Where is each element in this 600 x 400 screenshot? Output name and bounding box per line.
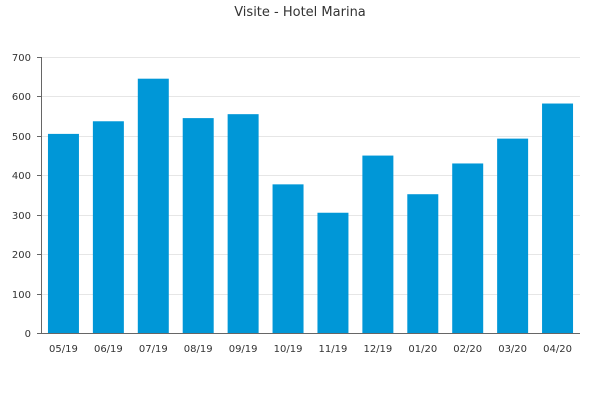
axes [37, 57, 580, 334]
x-tick-label: 03/20 [498, 344, 527, 355]
bar-07-19 [137, 78, 169, 333]
x-tick-label: 05/19 [49, 344, 78, 355]
x-tick-label: 08/19 [184, 344, 213, 355]
x-tick-label: 10/19 [274, 344, 303, 355]
chart-title: Visite - Hotel Marina [234, 5, 366, 20]
bar-01-20 [407, 194, 439, 333]
bar-02-20 [452, 163, 484, 333]
y-tick-label: 300 [12, 211, 31, 222]
y-tick-label: 100 [12, 290, 31, 301]
tick-labels: 0 100 200 300 400 500 600 700 05/19 06/19 07/19 08/… [12, 53, 572, 355]
grid-lines [41, 57, 580, 295]
x-tick-label: 11/19 [319, 344, 348, 355]
y-tick-label: 200 [12, 250, 31, 261]
bars [47, 78, 574, 334]
bar-08-19 [182, 118, 214, 333]
x-tick-label: 12/19 [363, 344, 392, 355]
y-tick-label: 0 [25, 329, 31, 340]
bar-11-19 [317, 212, 349, 333]
bar-05-19 [47, 133, 79, 333]
x-tick-label: 09/19 [229, 344, 258, 355]
bar-04-20 [542, 103, 574, 333]
y-tick-label: 500 [12, 132, 31, 143]
x-tick-label: 06/19 [94, 344, 123, 355]
x-tick-label: 01/20 [408, 344, 437, 355]
bar-09-19 [227, 114, 259, 333]
y-tick-label: 700 [12, 53, 31, 64]
bar-06-19 [92, 121, 124, 334]
x-tick-label: 04/20 [543, 344, 572, 355]
y-tick-label: 600 [12, 92, 31, 103]
x-tick-label: 07/19 [139, 344, 168, 355]
y-tick-label: 400 [12, 171, 31, 182]
x-tick-label: 02/20 [453, 344, 482, 355]
bar-12-19 [362, 155, 394, 333]
bar-03-20 [497, 138, 529, 333]
bar-10-19 [272, 184, 304, 333]
